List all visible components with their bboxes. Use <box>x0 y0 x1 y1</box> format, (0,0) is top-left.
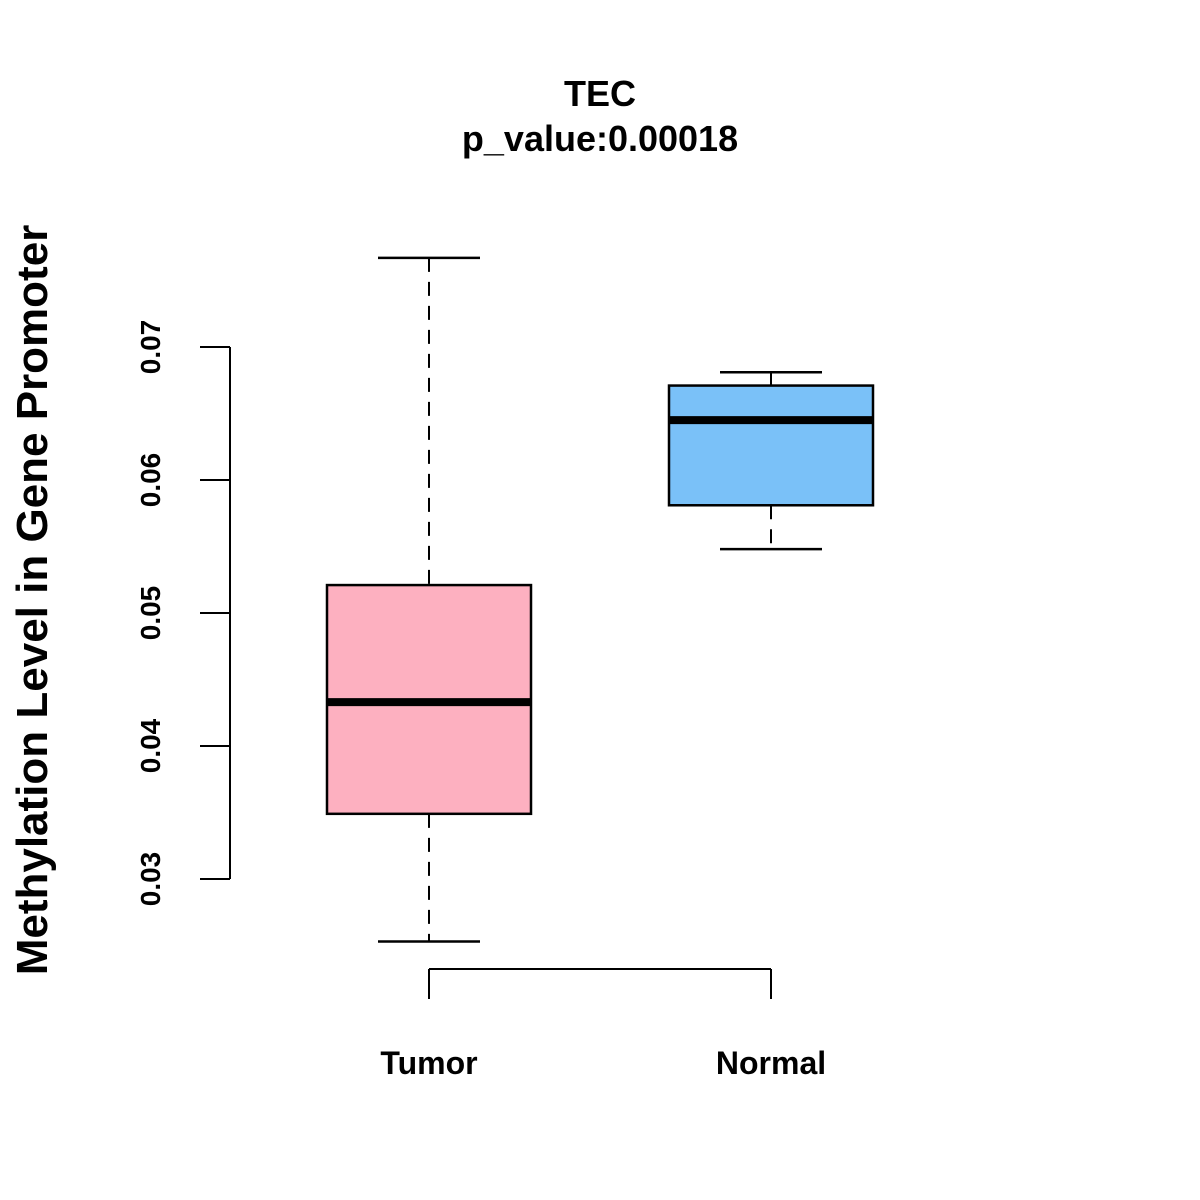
y-tick-label: 0.06 <box>135 453 166 508</box>
y-axis-label: Methylation Level in Gene Promoter <box>8 225 57 976</box>
box-group-tumor <box>325 256 533 943</box>
y-tick-label: 0.04 <box>135 718 166 773</box>
boxes <box>325 256 875 943</box>
y-ticks: 0.03 0.04 0.05 0.06 0.07 <box>135 320 230 907</box>
x-axis: Tumor Normal <box>380 968 826 1081</box>
box-group-normal <box>667 371 875 551</box>
x-tick-label: Tumor <box>380 1045 477 1081</box>
y-tick-label: 0.03 <box>135 852 166 907</box>
iqr-box <box>667 384 875 507</box>
y-tick-label: 0.07 <box>135 320 166 375</box>
chart-title: TEC <box>564 73 636 114</box>
chart-subtitle: p_value:0.00018 <box>462 118 738 159</box>
x-tick-label: Normal <box>716 1045 826 1081</box>
y-tick-label: 0.05 <box>135 586 166 641</box>
